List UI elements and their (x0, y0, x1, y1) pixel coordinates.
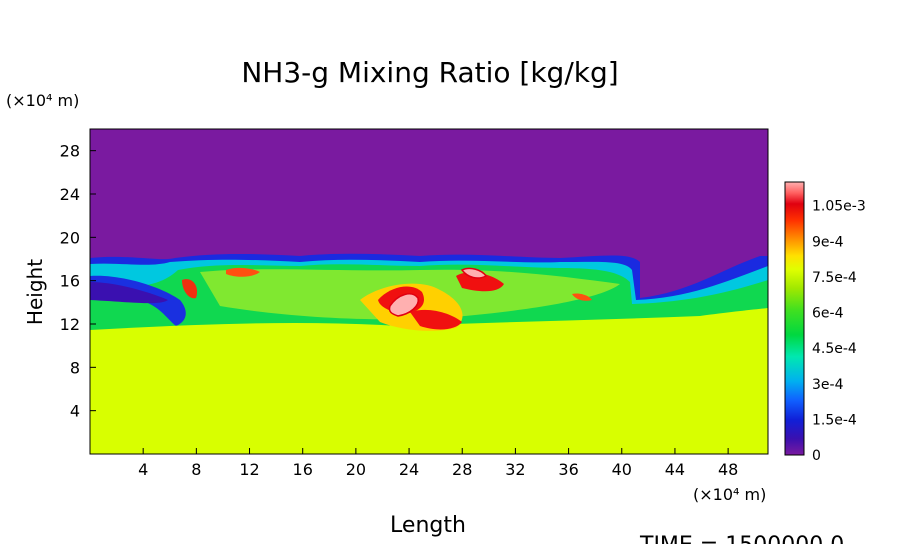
y-axis: 4 8 12 16 20 24 28 (60, 142, 96, 421)
colorbar-gradient (784, 181, 805, 456)
x-tick-label: 8 (191, 460, 201, 479)
colorbar: 0 1.5e-4 3e-4 4.5e-4 6e-4 7.5e-4 9e-4 1.05e-3 (784, 181, 866, 464)
colorbar-tick-label: 1.5e-4 (812, 412, 857, 428)
colorbar-tick-label: 3e-4 (812, 377, 844, 393)
y-tick-label: 12 (60, 315, 80, 334)
x-tick-label: 24 (399, 460, 419, 479)
x-tick-label: 20 (346, 460, 366, 479)
x-tick-label: 28 (452, 460, 472, 479)
y-tick-label: 8 (70, 358, 80, 377)
x-unit-label: (×10⁴ m) (693, 485, 766, 504)
colorbar-tick-label: 1.05e-3 (812, 199, 866, 215)
lower-layer (90, 330, 768, 454)
colorbar-tick-label: 9e-4 (812, 234, 844, 250)
lower-layer-top (90, 308, 768, 340)
x-tick-label: 12 (239, 460, 259, 479)
plume-red-6 (572, 293, 592, 301)
colorbar-tick-label: 0 (812, 448, 821, 464)
x-tick-label: 40 (612, 460, 632, 479)
colorbar-ticks: 0 1.5e-4 3e-4 4.5e-4 6e-4 7.5e-4 9e-4 1.05e-3 (812, 199, 866, 464)
plume-red-3 (456, 272, 504, 292)
y-tick-label: 24 (60, 185, 80, 204)
x-tick-label: 48 (718, 460, 738, 479)
chart-title: NH3-g Mixing Ratio [kg/kg] (241, 56, 618, 89)
y-tick-label: 20 (60, 228, 80, 247)
left-swirl-inner (90, 282, 168, 304)
x-tick-label: 32 (505, 460, 525, 479)
x-axis: 4 8 12 16 20 24 28 32 36 40 44 48 (138, 448, 738, 479)
x-tick-label: 4 (138, 460, 148, 479)
x-tick-label: 36 (558, 460, 578, 479)
y-tick-label: 16 (60, 272, 80, 291)
plume-red-5 (226, 267, 260, 277)
colorbar-tick-label: 7.5e-4 (812, 270, 857, 286)
colorbar-tick-label: 4.5e-4 (812, 341, 857, 357)
plume-peak-2 (460, 267, 488, 279)
heatmap-plot (90, 129, 768, 454)
plume-red-4 (182, 279, 198, 299)
y-tick-label: 4 (70, 402, 80, 421)
y-axis-label: Height (23, 259, 47, 325)
colorbar-tick-label: 6e-4 (812, 306, 844, 322)
y-unit-label: (×10⁴ m) (6, 91, 79, 110)
time-label: TIME = 1500000.0 (639, 533, 844, 544)
plume-red-2 (410, 309, 462, 330)
x-tick-label: 44 (665, 460, 685, 479)
x-tick-label: 16 (293, 460, 313, 479)
y-tick-label: 28 (60, 142, 80, 161)
plot-frame (89, 128, 769, 455)
x-axis-label: Length (390, 513, 466, 538)
plume-peak (388, 293, 419, 317)
